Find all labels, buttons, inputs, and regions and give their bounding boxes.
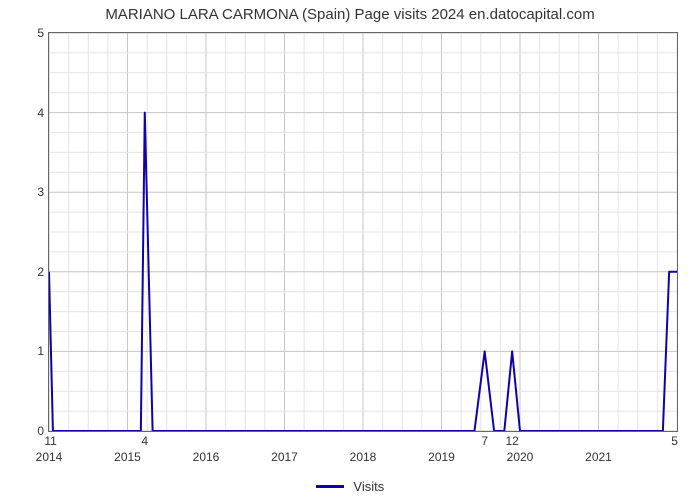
chart-container: MARIANO LARA CARMONA (Spain) Page visits… xyxy=(0,0,700,500)
y-tick-label: 1 xyxy=(37,344,44,358)
plot-area xyxy=(48,32,678,432)
x-tick-label: 2017 xyxy=(271,450,298,464)
x-tick-label: 2021 xyxy=(585,450,612,464)
legend-swatch xyxy=(316,485,344,488)
x-tick-label: 2016 xyxy=(193,450,220,464)
x-tick-label: 2015 xyxy=(114,450,141,464)
legend: Visits xyxy=(0,478,700,494)
data-value-label: 12 xyxy=(505,434,518,448)
data-value-label: 11 xyxy=(44,434,56,448)
data-value-label: 5 xyxy=(671,434,678,448)
x-tick-label: 2020 xyxy=(507,450,534,464)
x-tick-label: 2014 xyxy=(36,450,63,464)
x-tick-label: 2018 xyxy=(350,450,377,464)
data-value-label: 7 xyxy=(481,434,488,448)
y-tick-label: 3 xyxy=(37,185,44,199)
y-tick-label: 0 xyxy=(37,424,44,438)
y-tick-label: 5 xyxy=(37,26,44,40)
x-tick-label: 2019 xyxy=(428,450,455,464)
legend-label: Visits xyxy=(353,479,384,494)
y-tick-label: 2 xyxy=(37,265,44,279)
data-value-label: 4 xyxy=(141,434,148,448)
chart-title: MARIANO LARA CARMONA (Spain) Page visits… xyxy=(0,6,700,23)
y-tick-label: 4 xyxy=(37,106,44,120)
